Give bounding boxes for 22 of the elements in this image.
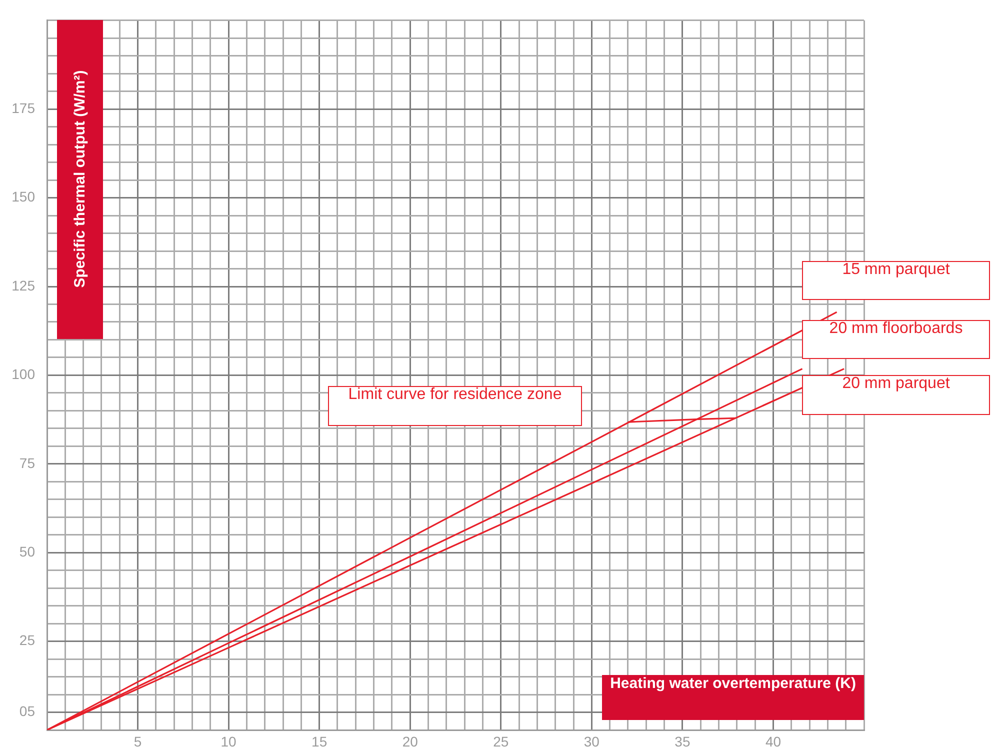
x-tick-label: 25 [493, 733, 509, 750]
y-tick-label: 150 [12, 188, 36, 205]
y-tick-label: 175 [12, 100, 36, 116]
x-axis-title: Heating water overtemperature (K) [610, 675, 856, 692]
y-tick-label: 25 [19, 632, 36, 648]
text: Limit curve for residence zone [347, 386, 563, 404]
x-tick-label: 5 [134, 733, 142, 750]
x-tick-label: 20 [402, 733, 418, 750]
text: 15 mm parquet [841, 261, 951, 279]
x-tick-label: 40 [765, 733, 782, 750]
y-tick-label: 125 [12, 277, 36, 294]
series-label: 20 mm parquet [841, 375, 951, 393]
y-tick-label: 05 [19, 703, 36, 720]
x-tick-label: 35 [674, 733, 690, 750]
y-tick-label: 50 [19, 543, 36, 560]
y-axis-title: Specific thermal output (W/m²) [72, 70, 88, 288]
x-tick-label: 30 [584, 733, 600, 750]
x-tick-label: 10 [220, 733, 237, 750]
x-tick-label: 15 [312, 733, 328, 750]
y-tick-label: 75 [19, 454, 36, 471]
text: 20 mm floorboards [828, 320, 964, 338]
y-tick-label: 100 [12, 366, 36, 382]
